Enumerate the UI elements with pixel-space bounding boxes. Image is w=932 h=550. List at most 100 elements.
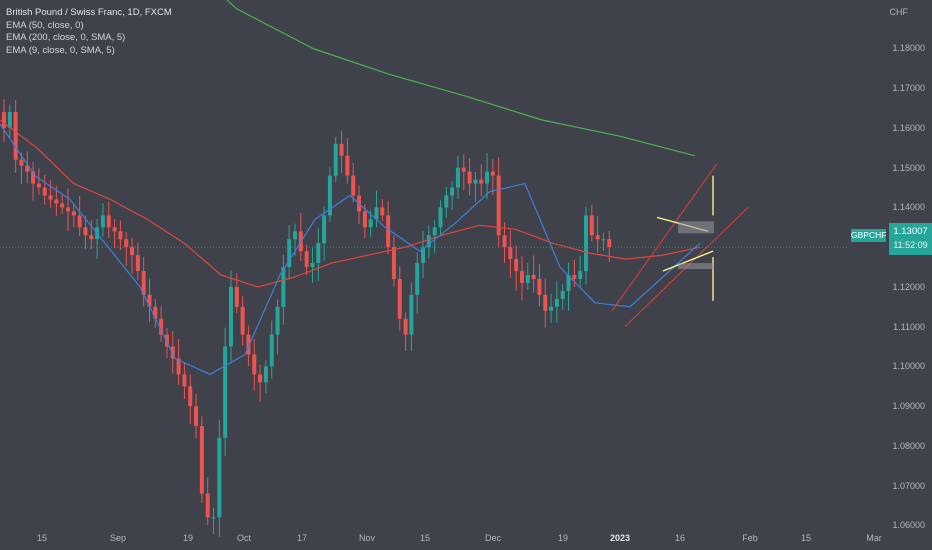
candle-body bbox=[496, 175, 501, 236]
candle-body bbox=[275, 306, 280, 335]
candle-body bbox=[432, 227, 437, 236]
price-tick-label: 1.06000 bbox=[892, 520, 925, 531]
ema50-legend[interactable]: EMA (50, close, 0) bbox=[6, 19, 84, 31]
candle-body bbox=[66, 207, 71, 212]
candle-body bbox=[525, 275, 530, 283]
price-tick-label: 1.18000 bbox=[892, 43, 925, 54]
symbol-tag: GBPCHF bbox=[851, 229, 887, 242]
candle-body bbox=[205, 493, 210, 518]
candle-body bbox=[42, 187, 47, 196]
candle-body bbox=[228, 286, 233, 347]
candle-body bbox=[549, 306, 554, 311]
candle-body bbox=[124, 239, 129, 248]
candle-body bbox=[118, 231, 123, 240]
candle-body bbox=[333, 143, 338, 176]
last-price: 1.13007 bbox=[893, 226, 928, 237]
candle-body bbox=[141, 271, 146, 295]
candle-body bbox=[36, 183, 41, 188]
time-tick-label: 2023 bbox=[609, 533, 631, 543]
time-tick-label: 19 bbox=[557, 533, 569, 543]
time-tick-label: 15 bbox=[36, 533, 48, 543]
candle-body bbox=[153, 306, 158, 319]
candle-body bbox=[339, 143, 344, 156]
candle-body bbox=[281, 267, 286, 307]
candle-body bbox=[194, 406, 199, 427]
candle-body bbox=[252, 354, 257, 375]
candle-body bbox=[601, 239, 606, 241]
candle-body bbox=[135, 255, 140, 272]
candle-body bbox=[543, 294, 548, 311]
candle-body bbox=[182, 374, 187, 387]
candle-body bbox=[415, 263, 420, 295]
candle-body bbox=[164, 334, 169, 347]
price-tick-label: 1.14000 bbox=[892, 202, 925, 213]
time-tick-label: 17 bbox=[296, 533, 308, 543]
candle-body bbox=[269, 334, 274, 367]
candle-body bbox=[234, 286, 239, 307]
candle-body bbox=[514, 259, 519, 272]
ema9-legend[interactable]: EMA (9, close, 0, SMA, 5) bbox=[6, 44, 115, 56]
time-tick-label: Dec bbox=[484, 533, 502, 543]
candle-body bbox=[490, 171, 495, 176]
candle-body bbox=[25, 165, 30, 172]
candle-body bbox=[508, 247, 513, 260]
time-tick-label: 16 bbox=[674, 533, 686, 543]
candle-body bbox=[7, 112, 12, 128]
candle-body bbox=[368, 219, 373, 228]
candle-body bbox=[176, 358, 181, 375]
candle-body bbox=[287, 239, 292, 268]
projection-box-top bbox=[678, 221, 714, 234]
candle-body bbox=[461, 167, 466, 172]
candle-body bbox=[170, 346, 175, 359]
candle-body bbox=[572, 275, 577, 279]
candle-body bbox=[48, 195, 53, 200]
price-tick-label: 1.12000 bbox=[892, 281, 925, 292]
time-tick-label: 15 bbox=[800, 533, 812, 543]
symbol-title[interactable]: British Pound / Swiss Franc, 1D, FXCM bbox=[6, 7, 172, 18]
candle-body bbox=[519, 271, 524, 283]
ema200-legend[interactable]: EMA (200, close, 0, SMA, 5) bbox=[6, 32, 126, 43]
time-tick-label: 19 bbox=[182, 533, 194, 543]
candle-body bbox=[479, 179, 484, 184]
triangle-bottom-line bbox=[662, 250, 714, 272]
candle-body bbox=[54, 199, 59, 204]
candle-body bbox=[554, 298, 559, 307]
candle-body bbox=[60, 203, 65, 208]
time-tick-label: Sep bbox=[109, 533, 127, 543]
time-tick-label: Oct bbox=[236, 533, 252, 543]
candle-body bbox=[403, 318, 408, 335]
candle-body bbox=[438, 207, 443, 228]
candle-body bbox=[217, 437, 222, 518]
candle-body bbox=[374, 207, 379, 220]
candle-body bbox=[450, 187, 455, 196]
candle-body bbox=[263, 366, 268, 383]
candle-body bbox=[106, 215, 111, 228]
candle-body bbox=[455, 167, 460, 188]
candle-body bbox=[31, 171, 36, 184]
time-tick-label: 15 bbox=[419, 533, 431, 543]
candle-body bbox=[246, 334, 251, 355]
currency-label: CHF bbox=[889, 7, 909, 17]
candle-body bbox=[421, 247, 426, 264]
candle-body bbox=[211, 517, 216, 519]
candle-body bbox=[130, 247, 135, 256]
candle-body bbox=[473, 179, 478, 184]
candle-body bbox=[578, 271, 583, 279]
candle-body bbox=[584, 215, 588, 272]
candle-body bbox=[351, 175, 356, 196]
time-tick-label: Mar bbox=[866, 533, 882, 543]
bar-countdown: 11:52:09 bbox=[893, 240, 928, 250]
projection-box-bottom bbox=[678, 263, 714, 270]
ema9-line bbox=[0, 123, 701, 375]
candle-body bbox=[426, 235, 431, 248]
candle-body bbox=[2, 112, 6, 128]
last-price-tag: 1.13007 11:52:09 bbox=[889, 223, 932, 255]
candle-body bbox=[391, 247, 396, 279]
candle-body bbox=[386, 215, 391, 248]
candle-body bbox=[77, 215, 82, 228]
candle-body bbox=[589, 215, 594, 236]
candle-body bbox=[566, 275, 571, 291]
price-tick-label: 1.07000 bbox=[892, 480, 925, 491]
candle-body bbox=[607, 239, 612, 248]
